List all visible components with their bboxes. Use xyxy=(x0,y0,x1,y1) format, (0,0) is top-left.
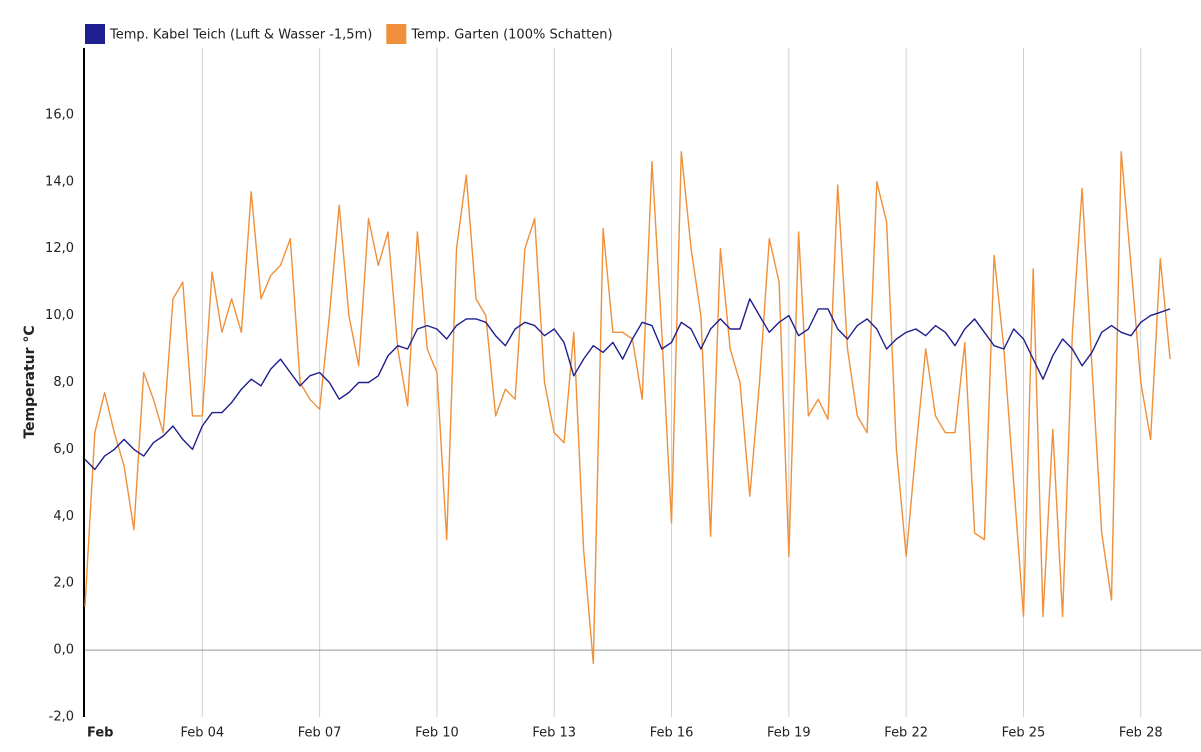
y-tick-label: 4,0 xyxy=(53,509,74,524)
x-tick-label: Feb 04 xyxy=(180,726,224,741)
y-axis-label: Temperatur °C xyxy=(22,325,38,438)
x-tick-label: Feb 07 xyxy=(298,726,342,741)
x-tick-label: Feb 25 xyxy=(1002,726,1046,741)
legend-label: Temp. Kabel Teich (Luft & Wasser -1,5m) xyxy=(109,28,372,43)
x-tick-label: Feb xyxy=(87,726,113,741)
y-tick-label: -2,0 xyxy=(49,710,74,725)
x-tick-label: Feb 19 xyxy=(767,726,811,741)
x-tick-label: Feb 13 xyxy=(532,726,576,741)
series-line xyxy=(84,151,1171,665)
y-tick-label: 12,0 xyxy=(45,241,74,256)
x-tick-label: Feb 16 xyxy=(650,726,694,741)
y-tick-label: 2,0 xyxy=(53,576,74,591)
series-line xyxy=(84,298,1171,471)
y-tick-label: 16,0 xyxy=(45,107,74,122)
y-tick-label: 6,0 xyxy=(53,442,74,457)
legend-swatch xyxy=(386,24,407,44)
x-tick-label: Feb 28 xyxy=(1119,726,1163,741)
y-tick-label: 14,0 xyxy=(45,174,74,189)
y-tick-label: 10,0 xyxy=(45,308,74,323)
legend-label: Temp. Garten (100% Schatten) xyxy=(410,28,612,43)
y-tick-label: 0,0 xyxy=(53,643,74,658)
legend-swatch xyxy=(85,24,105,44)
x-tick-label: Feb 10 xyxy=(415,726,459,741)
x-tick-label: Feb 22 xyxy=(884,726,928,741)
y-tick-label: 8,0 xyxy=(53,375,74,390)
